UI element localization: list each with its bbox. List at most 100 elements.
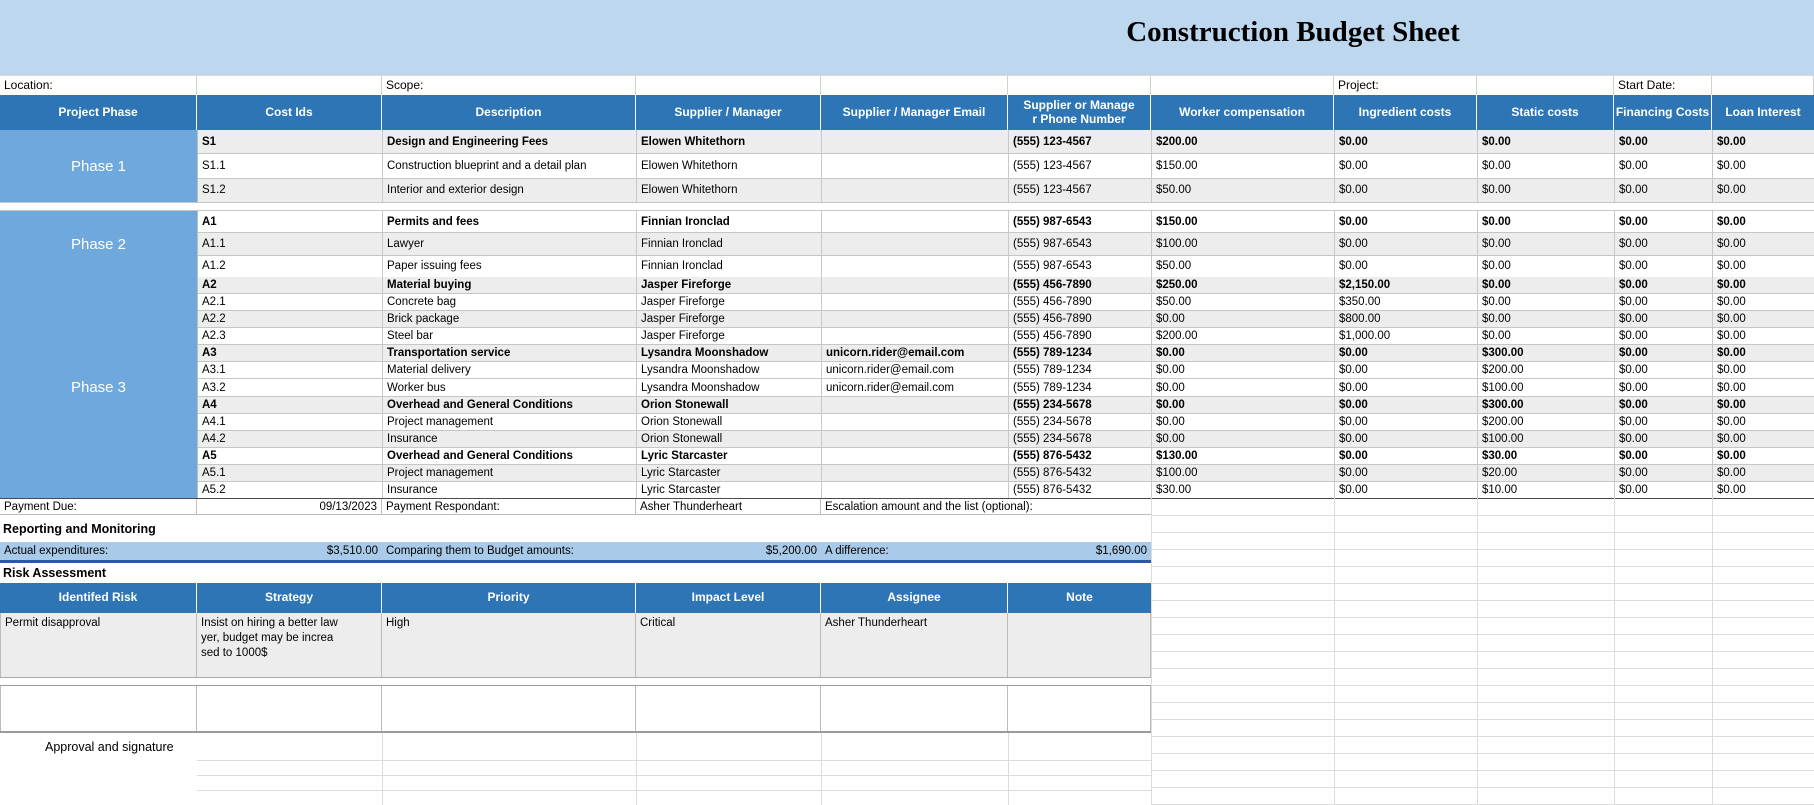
- cell[interactable]: [382, 686, 636, 731]
- cell[interactable]: $150.00: [1152, 154, 1335, 178]
- empty-cell[interactable]: [1008, 75, 1151, 95]
- cell[interactable]: $0.00: [1478, 277, 1615, 294]
- cell[interactable]: Permits and fees: [383, 211, 637, 233]
- cell[interactable]: Orion Stonewall: [637, 430, 822, 447]
- cell[interactable]: $0.00: [1152, 345, 1335, 362]
- cell[interactable]: [197, 686, 382, 731]
- cell[interactable]: $0.00: [1478, 178, 1615, 202]
- column-header[interactable]: Worker compensation: [1151, 95, 1334, 130]
- cell[interactable]: $0.00: [1335, 130, 1478, 154]
- cell[interactable]: (555) 456-7890: [1009, 294, 1152, 311]
- cell[interactable]: A4.1: [198, 413, 383, 430]
- cell[interactable]: $0.00: [1152, 430, 1335, 447]
- payment-due-label[interactable]: Payment Due:: [0, 499, 197, 514]
- cell[interactable]: A3.1: [198, 362, 383, 379]
- cell[interactable]: [636, 686, 821, 731]
- cell[interactable]: (555) 234-5678: [1009, 396, 1152, 413]
- column-header[interactable]: Identifed Risk: [0, 583, 197, 613]
- cell[interactable]: A2.1: [198, 294, 383, 311]
- cell[interactable]: S1.1: [198, 154, 383, 178]
- cell[interactable]: [822, 447, 1009, 464]
- cell[interactable]: $0.00: [1335, 211, 1478, 233]
- cell[interactable]: $130.00: [1152, 447, 1335, 464]
- column-header[interactable]: Project Phase: [0, 95, 197, 130]
- cell[interactable]: [822, 294, 1009, 311]
- reporting-heading[interactable]: Reporting and Monitoring: [3, 521, 156, 536]
- cell[interactable]: $20.00: [1478, 464, 1615, 481]
- cell[interactable]: $200.00: [1478, 413, 1615, 430]
- cell[interactable]: [1008, 686, 1151, 731]
- column-header[interactable]: Financing Costs: [1614, 95, 1712, 130]
- cell[interactable]: A5: [198, 447, 383, 464]
- cell[interactable]: Finnian Ironclad: [637, 255, 822, 277]
- cell[interactable]: $0.00: [1717, 449, 1746, 462]
- cell[interactable]: [1008, 613, 1151, 677]
- cell[interactable]: Lyric Starcaster: [637, 464, 822, 481]
- approval-label[interactable]: Approval and signature: [45, 739, 174, 754]
- cell[interactable]: $0.00: [1717, 313, 1746, 326]
- cell[interactable]: Orion Stonewall: [637, 396, 822, 413]
- column-header[interactable]: Cost Ids: [197, 95, 382, 130]
- cell[interactable]: Paper issuing fees: [383, 255, 637, 277]
- cell[interactable]: Project management: [383, 413, 637, 430]
- cell[interactable]: Material delivery: [383, 362, 637, 379]
- cell[interactable]: $0.00: [1615, 413, 1713, 430]
- cell[interactable]: Design and Engineering Fees: [383, 130, 637, 154]
- cell[interactable]: $30.00: [1152, 481, 1335, 499]
- cell[interactable]: $0.00: [1152, 379, 1335, 396]
- cell[interactable]: $0.00: [1717, 364, 1746, 377]
- empty-cell[interactable]: [197, 75, 382, 95]
- cell[interactable]: $0.00: [1717, 260, 1746, 273]
- cell[interactable]: (555) 234-5678: [1009, 430, 1152, 447]
- empty-cell[interactable]: [1712, 75, 1814, 95]
- cell[interactable]: $0.00: [1717, 237, 1746, 250]
- cell[interactable]: $0.00: [1717, 466, 1746, 479]
- cell[interactable]: Insurance: [383, 430, 637, 447]
- cell[interactable]: $300.00: [1478, 345, 1615, 362]
- cell[interactable]: Construction blueprint and a detail plan: [383, 154, 637, 178]
- cell[interactable]: $0.00: [1478, 130, 1615, 154]
- cell[interactable]: (555) 789-1234: [1009, 379, 1152, 396]
- cell[interactable]: $0.00: [1615, 379, 1713, 396]
- cell[interactable]: Interior and exterior design: [383, 178, 637, 202]
- cell[interactable]: $0.00: [1335, 178, 1478, 202]
- cell[interactable]: Lysandra Moonshadow: [637, 362, 822, 379]
- cell[interactable]: Critical: [636, 613, 821, 677]
- cell[interactable]: $0.00: [1615, 430, 1713, 447]
- cell[interactable]: A2.3: [198, 328, 383, 345]
- column-header[interactable]: Supplier / Manager: [636, 95, 821, 130]
- phase-1-cell[interactable]: Phase 1: [0, 130, 197, 202]
- difference-value[interactable]: $1,690.00: [1095, 545, 1147, 557]
- cell[interactable]: $0.00: [1615, 130, 1713, 154]
- cell[interactable]: $0.00: [1478, 311, 1615, 328]
- cell[interactable]: $0.00: [1717, 279, 1746, 292]
- cell[interactable]: (555) 876-5432: [1009, 447, 1152, 464]
- cell[interactable]: $0.00: [1615, 328, 1713, 345]
- cell[interactable]: $0.00: [1478, 328, 1615, 345]
- cell[interactable]: Transportation service: [383, 345, 637, 362]
- column-header[interactable]: Ingredient costs: [1334, 95, 1477, 130]
- cell[interactable]: unicorn.rider@email.com: [822, 379, 1009, 396]
- cell[interactable]: $0.00: [1478, 255, 1615, 277]
- column-header[interactable]: Supplier / Manager Email: [821, 95, 1008, 130]
- cell[interactable]: $0.00: [1152, 311, 1335, 328]
- cell[interactable]: Jasper Fireforge: [637, 311, 822, 328]
- cell[interactable]: (555) 876-5432: [1009, 481, 1152, 499]
- cell[interactable]: A1.2: [198, 255, 383, 277]
- cell[interactable]: $350.00: [1335, 294, 1478, 311]
- cell[interactable]: Lyric Starcaster: [637, 481, 822, 499]
- cell[interactable]: High: [382, 613, 636, 677]
- payment-respondant[interactable]: Asher Thunderheart: [636, 499, 821, 514]
- cell[interactable]: $0.00: [1335, 154, 1478, 178]
- cell[interactable]: (555) 789-1234: [1009, 362, 1152, 379]
- cell[interactable]: (555) 456-7890: [1009, 328, 1152, 345]
- cell[interactable]: Orion Stonewall: [637, 413, 822, 430]
- cell[interactable]: S1.2: [198, 178, 383, 202]
- phase-3-cell[interactable]: Phase 3: [0, 277, 197, 498]
- cell[interactable]: $0.00: [1478, 294, 1615, 311]
- cell[interactable]: Finnian Ironclad: [637, 233, 822, 255]
- cell[interactable]: Project management: [383, 464, 637, 481]
- cell[interactable]: Overhead and General Conditions: [383, 447, 637, 464]
- cell[interactable]: Permit disapproval: [0, 613, 197, 677]
- cell[interactable]: (555) 987-6543: [1009, 233, 1152, 255]
